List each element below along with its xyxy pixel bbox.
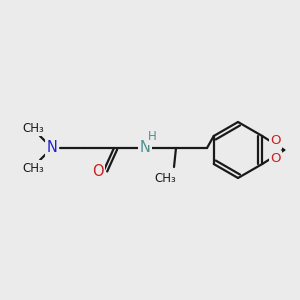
Text: H: H bbox=[148, 130, 156, 143]
Text: CH₃: CH₃ bbox=[22, 161, 44, 175]
Text: N: N bbox=[46, 140, 57, 155]
Text: O: O bbox=[270, 134, 280, 148]
Text: N: N bbox=[140, 140, 150, 155]
Text: CH₃: CH₃ bbox=[154, 172, 176, 185]
Text: O: O bbox=[270, 152, 280, 166]
Text: O: O bbox=[92, 164, 104, 179]
Text: CH₃: CH₃ bbox=[22, 122, 44, 134]
